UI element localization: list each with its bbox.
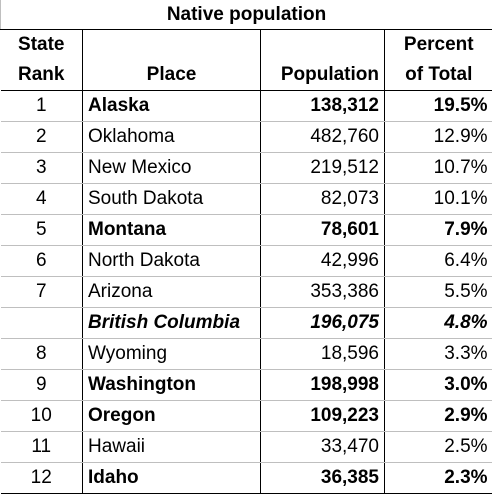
cell-rank[interactable]: 1 bbox=[0, 90, 83, 122]
table-row: 11 Hawaii 33,470 2.5% bbox=[0, 431, 492, 463]
cell-rank[interactable]: 3 bbox=[0, 152, 83, 184]
cell-percent[interactable]: 3.3% bbox=[383, 338, 492, 370]
table-row: 4 South Dakota 82,073 10.1% bbox=[0, 183, 492, 215]
cell-population[interactable]: 42,996 bbox=[260, 245, 385, 277]
cell-place[interactable]: Washington bbox=[82, 369, 261, 401]
table-row: 7 Arizona 353,386 5.5% bbox=[0, 276, 492, 308]
table-row: 10 Oregon 109,223 2.9% bbox=[0, 400, 492, 432]
table-row: 12 Idaho 36,385 2.3% bbox=[0, 462, 492, 494]
cell-place[interactable]: Alaska bbox=[82, 90, 261, 122]
cell-place[interactable]: Idaho bbox=[82, 462, 261, 494]
cell-percent[interactable]: 2.9% bbox=[383, 400, 492, 432]
cell-rank[interactable]: 9 bbox=[0, 369, 83, 401]
header-rank-line2: Rank bbox=[18, 64, 65, 85]
header-percent-of-total[interactable]: Percent of Total bbox=[383, 29, 492, 91]
cell-population[interactable]: 18,596 bbox=[260, 338, 385, 370]
cell-population[interactable]: 482,760 bbox=[260, 121, 385, 153]
cell-population[interactable]: 109,223 bbox=[260, 400, 385, 432]
cell-rank[interactable]: 5 bbox=[0, 214, 83, 246]
table-row: British Columbia 196,075 4.8% bbox=[0, 307, 492, 339]
cell-population[interactable]: 138,312 bbox=[260, 90, 385, 122]
cell-place[interactable]: Oklahoma bbox=[82, 121, 261, 153]
table-row: 9 Washington 198,998 3.0% bbox=[0, 369, 492, 401]
cell-percent[interactable]: 2.5% bbox=[383, 431, 492, 463]
cell-rank[interactable]: 10 bbox=[0, 400, 83, 432]
header-pct-line1: Percent bbox=[403, 34, 474, 55]
cell-rank[interactable]: 2 bbox=[0, 121, 83, 153]
cell-population[interactable]: 82,073 bbox=[260, 183, 385, 215]
table-row: 3 New Mexico 219,512 10.7% bbox=[0, 152, 492, 184]
cell-rank[interactable]: 4 bbox=[0, 183, 83, 215]
table-row: 2 Oklahoma 482,760 12.9% bbox=[0, 121, 492, 153]
cell-place[interactable]: Oregon bbox=[82, 400, 261, 432]
cell-percent[interactable]: 10.1% bbox=[383, 183, 492, 215]
cell-percent[interactable]: 2.3% bbox=[383, 462, 492, 494]
cell-place[interactable]: New Mexico bbox=[82, 152, 261, 184]
cell-percent[interactable]: 6.4% bbox=[383, 245, 492, 277]
cell-population[interactable]: 198,998 bbox=[260, 369, 385, 401]
cell-rank[interactable] bbox=[0, 307, 83, 339]
header-population[interactable]: Population bbox=[260, 29, 385, 91]
cell-percent[interactable]: 7.9% bbox=[383, 214, 492, 246]
cell-percent[interactable]: 10.7% bbox=[383, 152, 492, 184]
title-row: Native population bbox=[0, 0, 492, 30]
header-state-rank[interactable]: State Rank bbox=[0, 29, 83, 91]
cell-population[interactable]: 33,470 bbox=[260, 431, 385, 463]
cell-percent[interactable]: 5.5% bbox=[383, 276, 492, 308]
table-row: 1 Alaska 138,312 19.5% bbox=[0, 90, 492, 122]
cell-place[interactable]: Arizona bbox=[82, 276, 261, 308]
header-place[interactable]: Place bbox=[82, 29, 261, 91]
cell-population[interactable]: 353,386 bbox=[260, 276, 385, 308]
cell-population[interactable]: 78,601 bbox=[260, 214, 385, 246]
table-row: 6 North Dakota 42,996 6.4% bbox=[0, 245, 492, 277]
cell-percent[interactable]: 19.5% bbox=[383, 90, 492, 122]
cell-rank[interactable]: 12 bbox=[0, 462, 83, 494]
cell-percent[interactable]: 4.8% bbox=[383, 307, 492, 339]
cell-percent[interactable]: 3.0% bbox=[383, 369, 492, 401]
cell-place[interactable]: North Dakota bbox=[82, 245, 261, 277]
table-row: 5 Montana 78,601 7.9% bbox=[0, 214, 492, 246]
header-pct-line2: of Total bbox=[405, 64, 473, 85]
cell-population[interactable]: 196,075 bbox=[260, 307, 385, 339]
cell-place[interactable]: Wyoming bbox=[82, 338, 261, 370]
cell-rank[interactable]: 6 bbox=[0, 245, 83, 277]
cell-place[interactable]: British Columbia bbox=[82, 307, 261, 339]
cell-population[interactable]: 36,385 bbox=[260, 462, 385, 494]
cell-rank[interactable]: 8 bbox=[0, 338, 83, 370]
cell-rank[interactable]: 11 bbox=[0, 431, 83, 463]
cell-percent[interactable]: 12.9% bbox=[383, 121, 492, 153]
cell-rank[interactable]: 7 bbox=[0, 276, 83, 308]
cell-place[interactable]: South Dakota bbox=[82, 183, 261, 215]
cell-place[interactable]: Hawaii bbox=[82, 431, 261, 463]
cell-place[interactable]: Montana bbox=[82, 214, 261, 246]
table-title[interactable]: Native population bbox=[0, 0, 492, 30]
table-row: 8 Wyoming 18,596 3.3% bbox=[0, 338, 492, 370]
header-rank-line1: State bbox=[18, 34, 65, 55]
header-row: State Rank Place Population Percent of Tot… bbox=[0, 29, 492, 91]
cell-population[interactable]: 219,512 bbox=[260, 152, 385, 184]
